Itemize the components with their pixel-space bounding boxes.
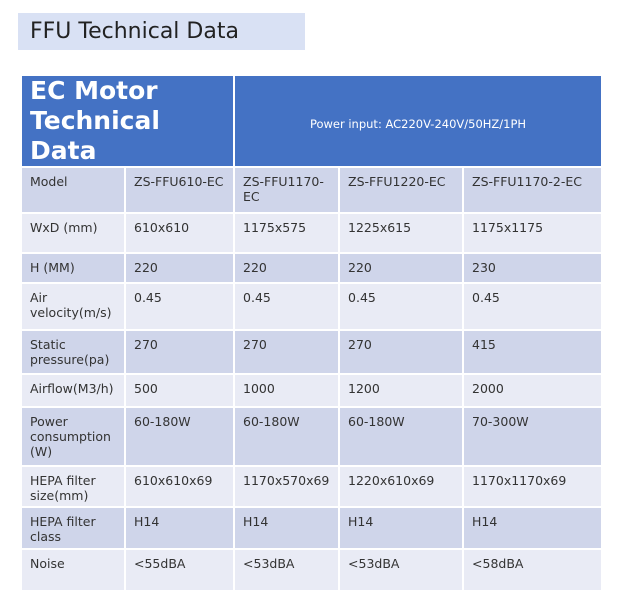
row-label: HEPA filter class [20,506,126,550]
row-label: Power consumption (W) [20,406,126,467]
cell: 60-180W [338,406,465,467]
row-label: Airflow(M3/h) [20,373,126,408]
cell: 610x610 [123,212,236,254]
cell: 220 [338,252,465,284]
table-row: WxD (mm) 610x610 1175x575 1225x615 1175x1175 [20,212,604,254]
cell: 0.45 [123,282,236,331]
row-label: Static pressure(pa) [20,329,126,375]
cell: 500 [123,373,236,408]
cell: 270 [338,329,465,375]
row-label: Noise [20,548,126,592]
cell: H14 [233,506,341,550]
cell: 1175x575 [233,212,341,254]
cell: 415 [462,329,604,375]
row-label: WxD (mm) [20,212,126,254]
cell: 1170x1170x69 [462,465,604,508]
table-row: Power consumption (W) 60-180W 60-180W 60-18… [20,406,604,467]
cell: 0.45 [462,282,604,331]
table-row: Model ZS-FFU610-EC ZS-FFU1170-EC ZS-FFU1220… [20,166,604,214]
cell: 1200 [338,373,465,408]
cell: 270 [123,329,236,375]
cell: 230 [462,252,604,284]
power-input: Power input: AC220V-240V/50HZ/1PH [233,74,604,168]
cell: 0.45 [233,282,341,331]
cell: 1220x610x69 [338,465,465,508]
row-label: Air velocity(m/s) [20,282,126,331]
table-row: H (MM) 220 220 220 230 [20,252,604,284]
cell: 270 [233,329,341,375]
cell: 220 [123,252,236,284]
page: FFU Technical Data EC Motor Technical Da… [18,13,604,592]
table-heading: EC Motor Technical Data [19,74,236,168]
cell: ZS-FFU610-EC [123,166,236,214]
cell: 220 [233,252,341,284]
table-row: HEPA filter class H14 H14 H14 H14 [20,506,604,550]
cell: <53dBA [338,548,465,592]
cell: ZS-FFU1170-EC [233,166,341,214]
table-row: Air velocity(m/s) 0.45 0.45 0.45 0.45 [20,282,604,331]
cell: <58dBA [462,548,604,592]
table-row: Noise <55dBA <53dBA <53dBA <58dBA [20,548,604,592]
cell: 0.45 [338,282,465,331]
cell: H14 [462,506,604,550]
table-row: Airflow(M3/h) 500 1000 1200 2000 [20,373,604,408]
cell: <55dBA [123,548,236,592]
cell: H14 [338,506,465,550]
table-row: Static pressure(pa) 270 270 270 415 [20,329,604,375]
spec-table: EC Motor Technical Data Power input: AC2… [19,74,604,592]
cell: ZS-FFU1170-2-EC [462,166,604,214]
page-title: FFU Technical Data [18,13,305,50]
row-label: H (MM) [20,252,126,284]
cell: 610x610x69 [123,465,236,508]
table-row: HEPA filter size(mm) 610x610x69 1170x570x6… [20,465,604,508]
header-row: EC Motor Technical Data Power input: AC2… [19,74,604,168]
cell: 1225x615 [338,212,465,254]
cell: ZS-FFU1220-EC [338,166,465,214]
cell: <53dBA [233,548,341,592]
cell: 2000 [462,373,604,408]
row-label: HEPA filter size(mm) [20,465,126,508]
cell: H14 [123,506,236,550]
cell: 1000 [233,373,341,408]
cell: 1170x570x69 [233,465,341,508]
row-label: Model [20,166,126,214]
cell: 60-180W [233,406,341,467]
cell: 60-180W [123,406,236,467]
cell: 70-300W [462,406,604,467]
cell: 1175x1175 [462,212,604,254]
